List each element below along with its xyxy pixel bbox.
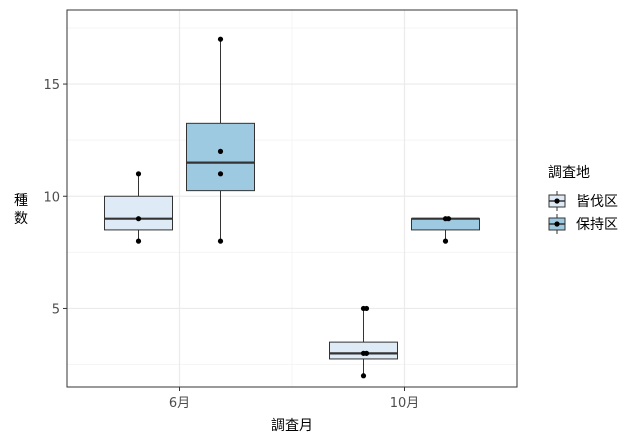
y-tick-label: 5 bbox=[52, 302, 60, 317]
data-point bbox=[217, 238, 224, 244]
y-axis-title: 種数 bbox=[14, 193, 28, 227]
data-point bbox=[217, 36, 224, 42]
data-point bbox=[363, 305, 370, 312]
data-point bbox=[217, 148, 224, 154]
x-tick-label: 6月 bbox=[169, 396, 190, 411]
data-point bbox=[135, 216, 142, 222]
legend-label: 保持区 bbox=[576, 217, 618, 233]
data-point bbox=[442, 238, 449, 244]
data-point bbox=[363, 350, 370, 356]
legend-key-point bbox=[554, 198, 560, 204]
legend-label: 皆伐区 bbox=[576, 194, 618, 210]
data-point bbox=[360, 373, 367, 379]
legend-item: 皆伐区 bbox=[548, 191, 618, 211]
data-point bbox=[217, 171, 224, 177]
legend-title: 調査地 bbox=[548, 165, 590, 181]
y-tick-label: 15 bbox=[43, 78, 60, 93]
x-tick-label: 10月 bbox=[390, 396, 420, 411]
legend-key-point bbox=[554, 221, 560, 227]
x-axis-title: 調査月 bbox=[271, 418, 313, 434]
panel-border bbox=[66, 9, 518, 388]
y-axis-title-char: 数 bbox=[14, 211, 28, 227]
legend-item: 保持区 bbox=[548, 214, 618, 234]
box-rect bbox=[329, 341, 398, 360]
data-point bbox=[445, 216, 452, 222]
y-axis-title-char: 種 bbox=[14, 193, 28, 209]
box-rect bbox=[186, 122, 255, 192]
y-tick-label: 10 bbox=[43, 190, 60, 205]
box-rect bbox=[104, 195, 173, 231]
axes: 5 10 15 6月 10月 bbox=[43, 78, 419, 411]
data-points bbox=[135, 36, 452, 379]
data-point bbox=[135, 171, 142, 177]
data-point bbox=[135, 238, 142, 244]
